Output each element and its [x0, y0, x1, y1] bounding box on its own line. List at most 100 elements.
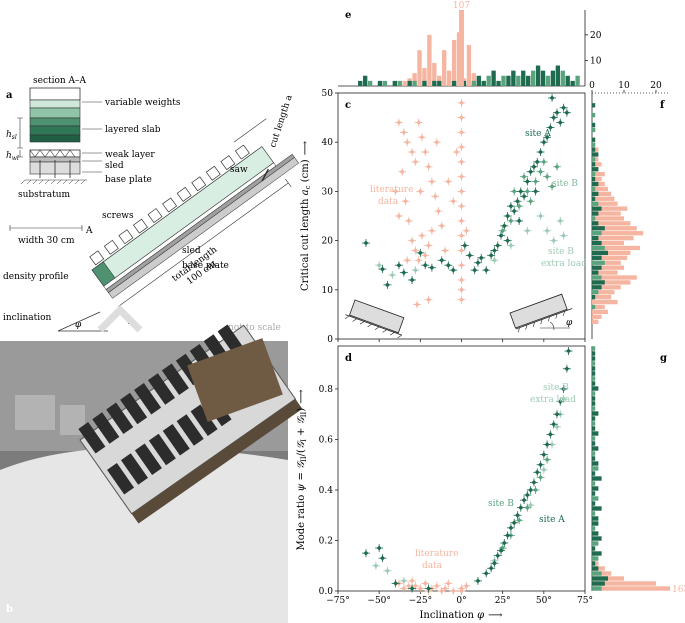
panel-c-point [391, 187, 400, 196]
panel-c-point [531, 177, 540, 186]
panel-e-bar-site [451, 80, 457, 86]
panel-f-xtick-label: 0 [589, 81, 595, 91]
panel-d-point [449, 587, 458, 595]
panel-c-point [421, 251, 430, 260]
panel-e-bars [358, 10, 580, 86]
panel-c-point [361, 239, 370, 248]
panel-c-point [506, 241, 515, 250]
panel-c-point [500, 221, 509, 230]
panel-c-point [520, 172, 529, 181]
panel-g-bar-site [592, 511, 596, 516]
panel-b-photo: b [0, 324, 303, 623]
panel-e-bar-site [422, 80, 427, 86]
panel-g-bar-literature [592, 586, 670, 591]
panel-d-points [361, 347, 573, 595]
panel-e-peak-label: 107 [453, 1, 470, 11]
panel-g-bar-site [592, 446, 599, 451]
panel-d-point [399, 584, 408, 593]
panel-label-e: e [345, 10, 351, 21]
panel-f-bar-site [592, 196, 596, 201]
panel-e-bar-site [521, 70, 526, 86]
panel-g-bar-site [592, 481, 596, 486]
substratum-hatch [20, 179, 86, 185]
panel-f-bar-literature [592, 255, 628, 260]
panel-g-bar-site [592, 381, 596, 386]
panel-g-bar-site [592, 356, 596, 361]
panel-g-bar-site [592, 531, 599, 536]
panel-c-point [457, 98, 466, 107]
panel-g-bar-site [592, 586, 602, 591]
panel-f-bar-site [592, 280, 605, 285]
panel-d-site-b-extra1: site B [543, 383, 569, 393]
panel-f-bar-site [592, 245, 605, 251]
panel-c-point [437, 221, 446, 230]
panel-f-bar-literature [592, 206, 628, 211]
photo-rig-wood [131, 399, 303, 524]
panel-d-xtick-label: 0° [456, 596, 466, 606]
panel-f-bar-site [592, 162, 596, 167]
panel-c-point [559, 231, 568, 240]
panel-d-point [536, 473, 545, 482]
panel-c-point [408, 148, 417, 157]
panel-d-xtick-label: 50° [536, 596, 552, 606]
panel-c-point [457, 216, 466, 225]
photo-wood-frame [187, 338, 283, 422]
panel-g-bar-site [592, 521, 599, 526]
inclination-angle [57, 311, 108, 332]
panel-g-bar-site [592, 416, 596, 421]
panel-c-point [417, 231, 426, 240]
panel-g-bar-site [592, 536, 602, 541]
photo-snow [0, 447, 288, 623]
panel-c-point [457, 143, 466, 152]
panel-c-point [452, 148, 461, 157]
panel-f-bar-site [592, 186, 596, 192]
panel-c-point [457, 275, 466, 284]
variable-weights-label: variable weights [104, 98, 181, 108]
panel-label-c: c [345, 100, 351, 111]
panel-c-point [457, 231, 466, 240]
panel-f-bar-literature [592, 226, 637, 231]
h-sl-label: hsl [6, 130, 17, 141]
panel-d-point [543, 455, 552, 464]
panel-c-point [531, 187, 540, 196]
panel-c-point [421, 148, 430, 157]
panel-c-point [431, 192, 440, 201]
panel-d-site-b: site B [488, 499, 514, 509]
panel-c-point [526, 167, 535, 176]
panel-e-bar-literature [412, 73, 417, 86]
panel-c-point [375, 261, 384, 270]
panel-c-point [457, 295, 466, 304]
panel-d-point [503, 531, 512, 540]
panel-c-point [529, 162, 538, 171]
panel-c-point [536, 167, 545, 176]
panel-c-ytick-label: 50 [322, 89, 334, 99]
panel-c-point [457, 285, 466, 294]
panel-c-point [408, 236, 417, 245]
panel-e-bar-literature [451, 39, 457, 86]
panel-d-xtick-label: 25° [495, 596, 511, 606]
panel-d-xtick-label: −75° [326, 596, 350, 606]
panel-f-bar-literature [592, 314, 602, 320]
panel-g-bar-site [592, 506, 602, 511]
panel-c-point [398, 167, 407, 176]
panel-e-bar-site [382, 80, 388, 86]
panel-c-point [434, 207, 443, 216]
panel-e-bar-site [540, 70, 546, 86]
panel-f-bar-literature [592, 299, 618, 305]
panel-d-ytick-label: 0.6 [319, 435, 334, 445]
panel-c-point [457, 157, 466, 166]
panel-f-bar-site [592, 137, 596, 142]
panel-e-bar-site [555, 65, 560, 86]
panel-e-ytick-label: 20 [590, 31, 602, 41]
panel-label-f: f [660, 100, 665, 111]
panel-g-bar-site [592, 501, 596, 506]
panel-f-xtick-label: 20 [650, 81, 662, 91]
panel-c-point [523, 177, 532, 186]
panel-d-point [399, 576, 408, 585]
panel-g-bar-site [592, 566, 599, 571]
panel-c-point [546, 123, 555, 132]
weak-layer-hatch [29, 149, 76, 158]
panel-e-bar-literature [402, 80, 407, 86]
panel-d-point [553, 410, 562, 419]
panel-f-bar-site [592, 112, 596, 118]
